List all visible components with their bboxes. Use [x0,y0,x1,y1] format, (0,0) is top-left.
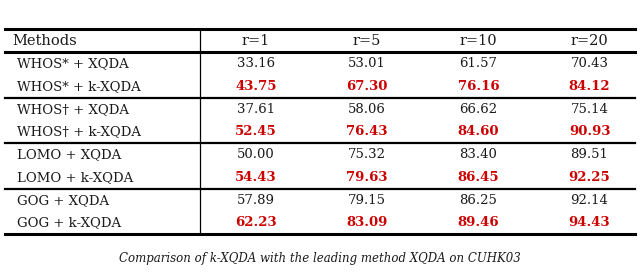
Text: GOG + k-XQDA: GOG + k-XQDA [17,216,121,229]
Text: 86.45: 86.45 [458,171,499,184]
Text: 75.32: 75.32 [348,148,386,161]
Text: 79.63: 79.63 [346,171,388,184]
Text: 84.60: 84.60 [458,125,499,138]
Text: LOMO + k-XQDA: LOMO + k-XQDA [17,171,133,184]
Text: 33.16: 33.16 [237,57,275,70]
Text: Methods: Methods [13,34,77,48]
Text: 86.25: 86.25 [460,194,497,207]
Text: 54.43: 54.43 [235,171,276,184]
Text: r=1: r=1 [242,34,270,48]
Text: 76.16: 76.16 [458,80,499,93]
Text: r=20: r=20 [571,34,609,48]
Text: 66.62: 66.62 [460,103,497,116]
Text: Comparison of k-XQDA with the leading method XQDA on CUHK03: Comparison of k-XQDA with the leading me… [119,252,521,266]
Text: 84.12: 84.12 [569,80,611,93]
Text: r=10: r=10 [460,34,497,48]
Text: WHOS* + k-XQDA: WHOS* + k-XQDA [17,80,140,93]
Text: GOG + XQDA: GOG + XQDA [17,194,109,207]
Text: LOMO + XQDA: LOMO + XQDA [17,148,121,161]
Text: 43.75: 43.75 [235,80,276,93]
Text: 58.06: 58.06 [348,103,386,116]
Text: WHOS† + XQDA: WHOS† + XQDA [17,103,129,116]
Text: 50.00: 50.00 [237,148,275,161]
Text: WHOS* + XQDA: WHOS* + XQDA [17,57,129,70]
Text: 37.61: 37.61 [237,103,275,116]
Text: 89.46: 89.46 [458,216,499,229]
Text: 89.51: 89.51 [571,148,609,161]
Text: 53.01: 53.01 [348,57,386,70]
Text: 92.14: 92.14 [571,194,609,207]
Text: 94.43: 94.43 [569,216,611,229]
Text: 92.25: 92.25 [569,171,611,184]
Text: 61.57: 61.57 [460,57,497,70]
Text: 83.40: 83.40 [460,148,497,161]
Text: 76.43: 76.43 [346,125,388,138]
Text: WHOS† + k-XQDA: WHOS† + k-XQDA [17,125,141,138]
Text: r=5: r=5 [353,34,381,48]
Text: 57.89: 57.89 [237,194,275,207]
Text: 62.23: 62.23 [235,216,276,229]
Text: 70.43: 70.43 [570,57,609,70]
Text: 67.30: 67.30 [346,80,388,93]
Text: 90.93: 90.93 [569,125,611,138]
Text: 83.09: 83.09 [346,216,388,229]
Text: 52.45: 52.45 [235,125,276,138]
Text: 79.15: 79.15 [348,194,386,207]
Text: 75.14: 75.14 [571,103,609,116]
